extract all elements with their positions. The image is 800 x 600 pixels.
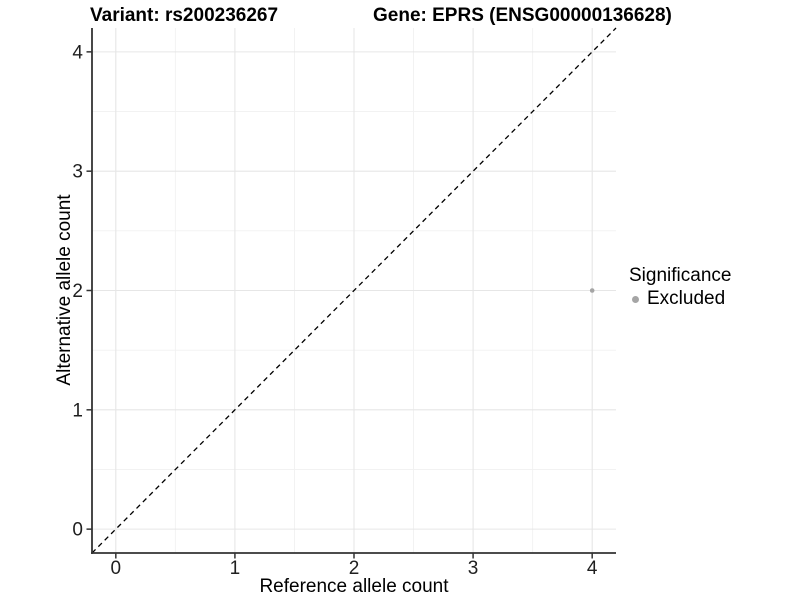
x-tick-label: 4 [587,558,598,579]
y-tick-label: 0 [72,520,83,541]
x-tick-label: 0 [111,558,122,579]
legend-title: Significance [629,265,732,286]
x-tick-label: 3 [468,558,479,579]
y-tick-label: 4 [72,42,83,63]
x-tick-label: 1 [230,558,241,579]
variant-title: Variant: rs200236267 [90,5,279,26]
legend: Significance Excluded [629,264,731,311]
tick-label-layer: 0 1 2 3 4 0 1 2 3 4 [72,42,597,579]
legend-item-label: Excluded [647,288,726,309]
identity-dashed-line [91,27,617,554]
y-tick-label: 3 [72,162,83,183]
y-axis-title: Alternative allele count [54,194,75,386]
identity-line-layer [91,27,617,554]
data-points-layer [589,288,595,293]
x-tick-label: 2 [349,558,360,579]
x-axis-title: Reference allele count [259,576,449,597]
gene-title: Gene: EPRS (ENSG00000136628) [373,5,672,26]
y-tick-label: 1 [72,400,83,421]
legend-item-excluded: Excluded [629,287,731,311]
excluded-marker-icon [632,295,639,303]
data-point [589,288,595,293]
axes-layer [86,28,616,559]
y-tick-label: 2 [72,281,83,302]
